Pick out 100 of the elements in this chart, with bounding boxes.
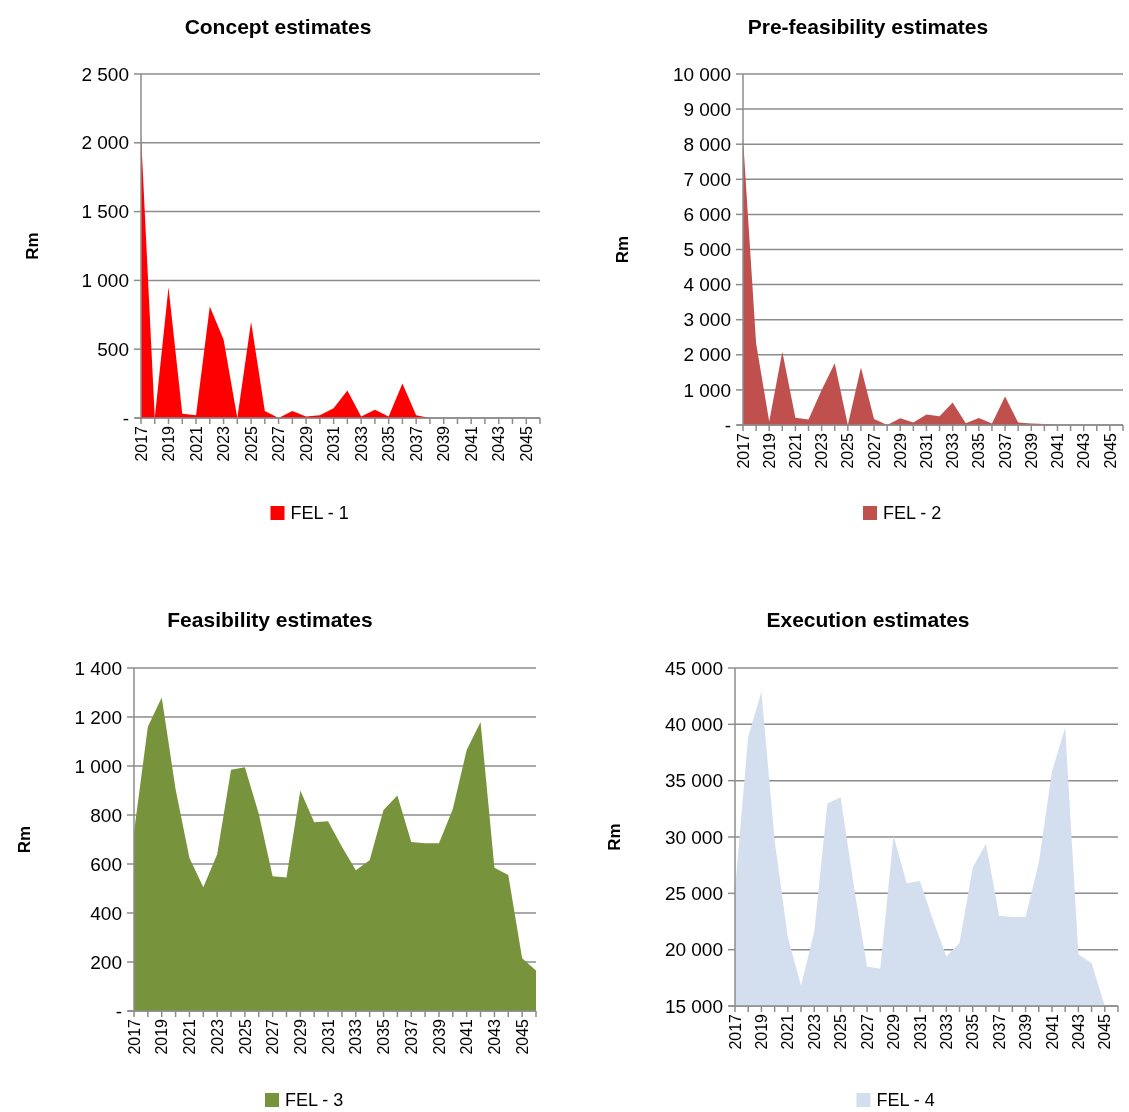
y-tick-label: 1 000 [74,755,122,777]
x-tick-label: 2033 [347,1018,365,1055]
y-tick-label: 40 000 [664,713,723,735]
legend-label: FEL - 4 [876,1090,935,1111]
x-tick-label: 2025 [236,1018,254,1055]
x-tick-label: 2037 [402,1018,420,1055]
y-axis-title: Rm [605,823,624,851]
x-tick-label: 2021 [787,432,805,469]
x-tick-label: 2023 [215,425,233,462]
x-tick-label: 2041 [458,1018,476,1055]
y-tick-label: 45 000 [664,657,723,679]
x-tick-label: 2045 [517,425,535,462]
y-tick-label: 1 200 [74,706,122,728]
x-tick-label: 2023 [208,1018,226,1055]
x-tick-label: 2039 [1017,1013,1035,1050]
y-tick-label: 5 000 [683,239,731,261]
x-tick-label: 2043 [1075,432,1093,469]
x-tick-label: 2037 [407,425,425,462]
chart-title: Concept estimates [184,15,372,38]
y-axis-title: Rm [613,235,632,264]
x-tick-label: 2027 [264,1018,282,1055]
y-tick-label: 1 500 [81,201,129,223]
y-tick-label: 1 000 [683,379,731,401]
y-tick-label: 200 [90,951,122,973]
x-tick-label: 2043 [486,1018,504,1055]
x-tick-label: 2017 [125,1018,143,1055]
x-tick-label: 2017 [132,425,150,462]
x-tick-label: 2031 [911,1013,929,1050]
x-tick-label: 2037 [990,1013,1008,1050]
x-tick-label: 2027 [858,1013,876,1050]
y-tick-label: 3 000 [683,309,731,331]
x-tick-label: 2035 [380,425,398,462]
y-tick-label: 25 000 [664,882,723,904]
x-tick-label: 2035 [964,1013,982,1050]
x-tick-label: 2033 [944,432,962,469]
x-tick-label: 2031 [918,432,936,469]
x-tick-label: 2039 [1022,432,1040,469]
chart-title: Pre-feasibility estimates [747,15,989,38]
x-tick-label: 2035 [375,1018,393,1055]
legend-label: FEL - 1 [290,503,349,524]
y-axis-title: Rm [15,825,34,854]
legend-label: FEL - 2 [883,503,942,524]
y-tick-label: 600 [90,853,122,875]
x-tick-label: 2031 [325,425,343,462]
x-tick-label: 2043 [490,425,508,462]
x-tick-label: 2043 [1069,1013,1087,1050]
x-tick-label: 2031 [319,1018,337,1055]
x-tick-label: 2029 [297,425,315,462]
x-tick-label: 2033 [352,425,370,462]
y-tick-label: 8 000 [683,133,731,155]
x-tick-label: 2019 [153,1018,171,1055]
x-tick-label: 2023 [805,1013,823,1050]
y-tick-label: 1 400 [74,657,122,679]
chart-title: Feasibility estimates [167,608,373,631]
x-tick-label: 2037 [996,432,1014,469]
x-tick-label: 2029 [291,1018,309,1055]
y-tick-label: 800 [90,804,122,826]
chart-title: Execution estimates [766,608,970,631]
x-tick-label: 2045 [513,1018,531,1055]
y-tick-label: 1 000 [81,270,129,292]
y-tick-label: 2 500 [81,63,129,85]
y-tick-label: 7 000 [683,168,731,190]
x-tick-label: 2027 [270,425,288,462]
x-tick-label: 2039 [430,1018,448,1055]
y-tick-label: 10 000 [672,63,731,85]
x-tick-label: 2019 [753,1013,771,1050]
x-tick-label: 2029 [891,432,909,469]
legend-label: FEL - 3 [285,1090,344,1111]
x-tick-label: 2021 [181,1018,199,1055]
y-tick-label: - [724,414,731,436]
x-tick-label: 2021 [779,1013,797,1050]
y-axis-title: Rm [23,232,42,260]
y-tick-label: 20 000 [664,939,723,961]
x-tick-label: 2019 [160,425,178,462]
x-tick-label: 2023 [813,432,831,469]
x-tick-label: 2017 [726,1013,744,1050]
x-tick-label: 2035 [970,432,988,469]
x-tick-label: 2041 [1049,432,1067,469]
x-tick-label: 2019 [760,432,778,469]
x-tick-label: 2041 [1043,1013,1061,1050]
y-tick-label: 2 000 [81,132,129,154]
x-tick-label: 2033 [937,1013,955,1050]
x-tick-label: 2017 [734,432,752,469]
y-tick-label: - [115,1000,122,1022]
y-tick-label: 400 [90,902,122,924]
x-tick-label: 2025 [839,432,857,469]
x-tick-label: 2045 [1101,432,1119,469]
x-tick-label: 2027 [865,432,883,469]
y-tick-label: 2 000 [683,344,731,366]
x-tick-label: 2045 [1096,1013,1114,1050]
y-tick-label: 35 000 [664,770,723,792]
y-tick-label: - [122,407,129,429]
x-tick-label: 2029 [885,1013,903,1050]
y-tick-label: 9 000 [683,98,731,120]
y-tick-label: 15 000 [664,995,723,1017]
y-tick-label: 500 [97,338,129,360]
x-tick-label: 2025 [242,425,260,462]
y-tick-label: 4 000 [683,274,731,296]
x-tick-label: 2039 [435,425,453,462]
x-tick-label: 2041 [462,425,480,462]
